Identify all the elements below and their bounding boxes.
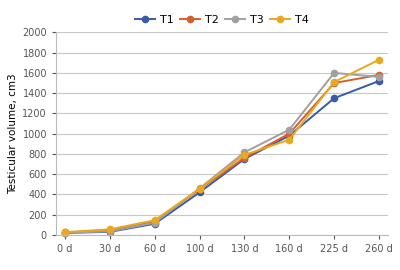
T4 (197, 187, 202, 190)
Line: T1: T1 (62, 78, 382, 236)
Line: T3: T3 (62, 70, 382, 236)
T4 (108, 228, 112, 231)
T2 (152, 220, 157, 223)
T2 (287, 132, 292, 135)
T2 (62, 231, 67, 234)
T1 (287, 134, 292, 137)
T2 (242, 156, 247, 160)
T1 (62, 231, 67, 234)
T4 (287, 138, 292, 141)
T1 (332, 97, 336, 100)
Legend: T1, T2, T3, T4: T1, T2, T3, T4 (136, 15, 308, 25)
T1 (152, 222, 157, 225)
T1 (242, 157, 247, 161)
T3 (332, 71, 336, 75)
T4 (377, 58, 382, 61)
T3 (108, 230, 112, 233)
T3 (197, 187, 202, 190)
T3 (242, 151, 247, 154)
T2 (377, 73, 382, 76)
T4 (62, 230, 67, 234)
T1 (377, 79, 382, 83)
Line: T2: T2 (62, 72, 382, 235)
Y-axis label: Testicular volume, cm3: Testicular volume, cm3 (8, 73, 18, 194)
T2 (332, 82, 336, 85)
T3 (377, 75, 382, 79)
T4 (332, 80, 336, 84)
T2 (108, 229, 112, 232)
T3 (62, 231, 67, 234)
T1 (197, 191, 202, 194)
T2 (197, 188, 202, 191)
T4 (152, 219, 157, 222)
T3 (152, 221, 157, 224)
T4 (242, 153, 247, 157)
T1 (108, 230, 112, 234)
T3 (287, 128, 292, 131)
Line: T4: T4 (62, 57, 382, 235)
